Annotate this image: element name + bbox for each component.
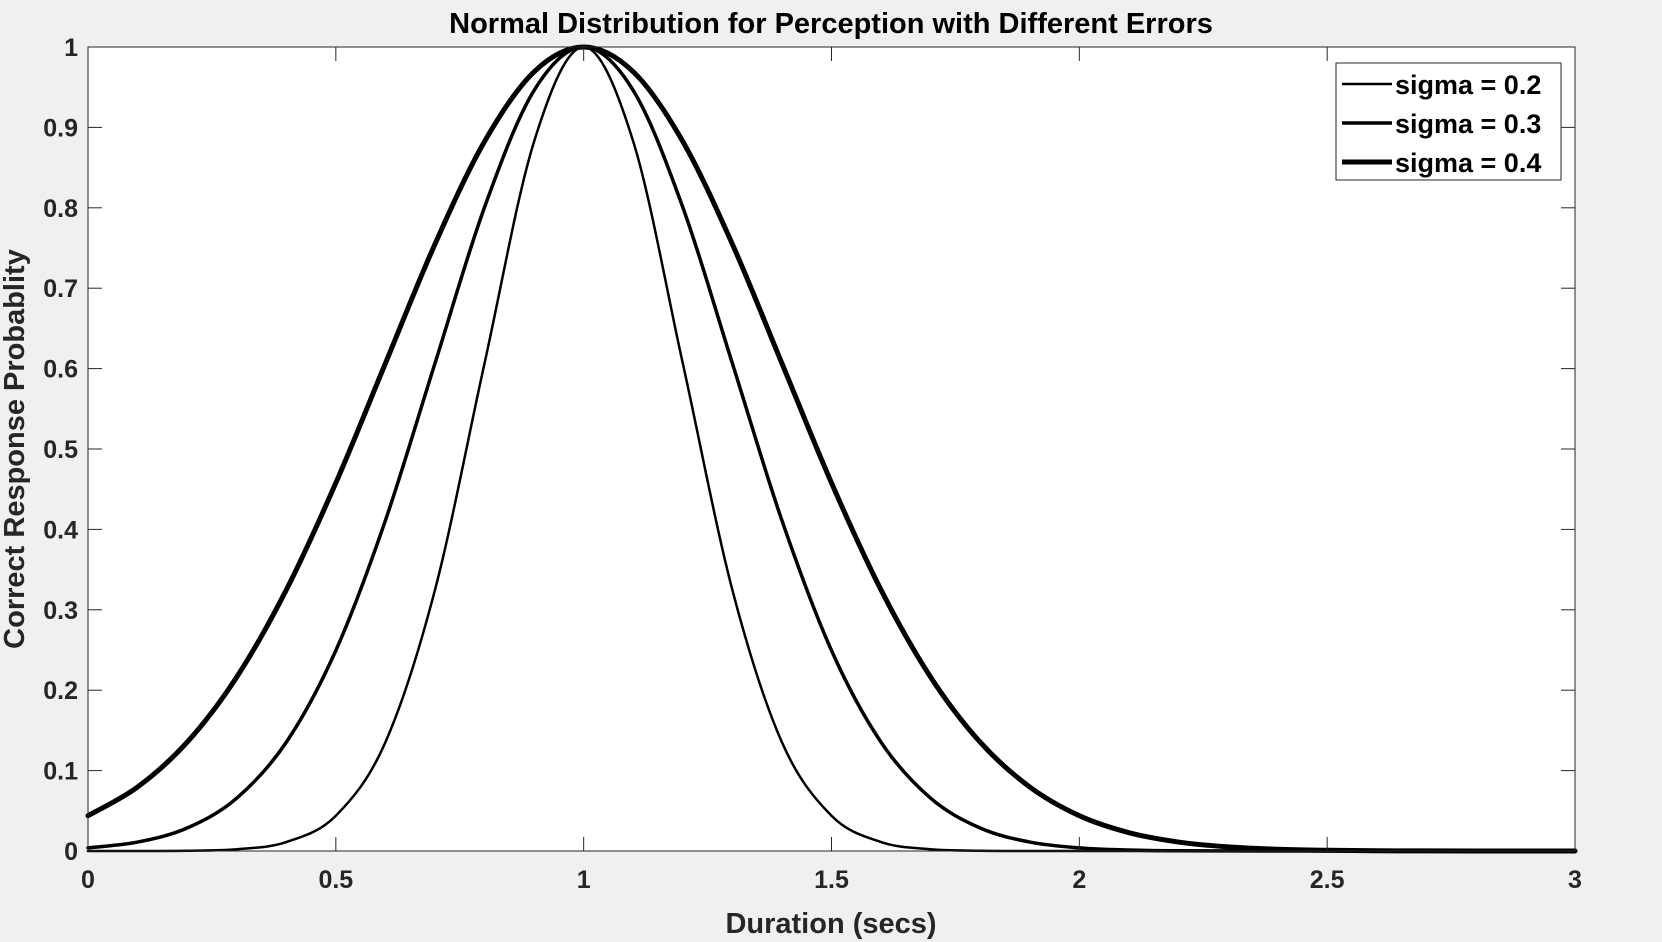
y-tick-label: 0	[64, 838, 78, 866]
y-tick-label: 0.1	[43, 758, 78, 786]
x-tick-label: 2.5	[1310, 866, 1345, 894]
y-tick-label: 0.6	[43, 356, 78, 384]
ticks-layer: 0 0.5 1 1.5 2 2.5 3 0 0.1 0.2 0.3 0.4 0.5 0.6 0.7 0.8 0.…	[43, 34, 1582, 894]
legend-label-3: sigma = 0.4	[1395, 148, 1541, 178]
x-tick-label: 3	[1568, 866, 1582, 894]
y-tick-label: 1	[64, 34, 78, 62]
chart-title: Normal Distribution for Perception with …	[449, 8, 1213, 40]
series-line-3	[85, 44, 1578, 854]
y-axis-label: Correct Response Probablity	[0, 249, 31, 649]
x-tick-label: 1.5	[814, 866, 849, 894]
x-tick-label: 0.5	[318, 866, 353, 894]
legend-items: sigma = 0.2 sigma = 0.3 sigma = 0.4	[1342, 70, 1541, 178]
x-tick-label: 1	[577, 866, 591, 894]
y-tick-label: 0.2	[43, 677, 78, 705]
plot-area	[88, 47, 1575, 851]
y-tick-label: 0.7	[43, 275, 78, 303]
y-tick-label: 0.9	[43, 114, 78, 142]
y-tick-label: 0.8	[43, 195, 78, 223]
y-tick-label: 0.3	[43, 597, 78, 625]
y-tick-label: 0.5	[43, 436, 78, 464]
x-tick-label: 2	[1072, 866, 1086, 894]
x-axis-label: Duration (secs)	[725, 908, 936, 940]
x-tick-label: 0	[81, 866, 95, 894]
legend-label-1: sigma = 0.2	[1395, 70, 1541, 100]
legend: sigma = 0.2 sigma = 0.3 sigma = 0.4	[1335, 62, 1562, 181]
legend-label-2: sigma = 0.3	[1395, 109, 1541, 139]
y-tick-label: 0.4	[43, 516, 78, 544]
